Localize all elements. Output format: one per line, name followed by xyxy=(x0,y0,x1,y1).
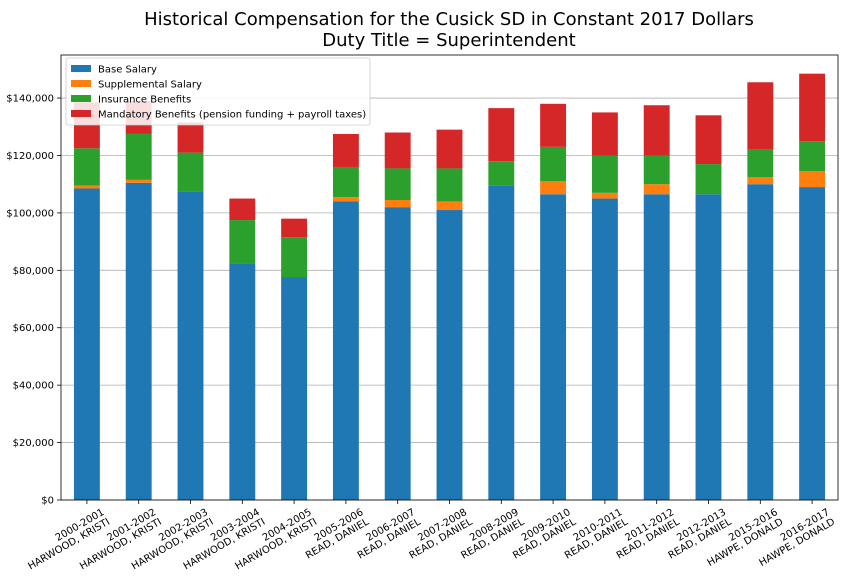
legend-label: Mandatory Benefits (pension funding + pa… xyxy=(98,110,366,121)
bar-segment xyxy=(591,112,618,156)
y-tick-label: $40,000 xyxy=(13,381,54,392)
bar-segment xyxy=(384,207,411,500)
y-axis: $0 $20,000 $40,000 $60,000 $80,000 $100,000 $1… xyxy=(6,94,61,507)
bar-segment xyxy=(540,146,567,182)
bar-segment xyxy=(747,149,774,178)
y-tick-label: $100,000 xyxy=(6,208,54,219)
bar-segment xyxy=(73,188,100,500)
bar-segment xyxy=(125,182,152,501)
bar-segment xyxy=(643,155,670,185)
bar-segment xyxy=(591,198,618,500)
bar-segment xyxy=(384,132,411,169)
bar-segment xyxy=(436,129,463,169)
bar-segment xyxy=(177,191,204,500)
bar-segment xyxy=(488,185,515,500)
legend-swatch xyxy=(71,95,91,102)
bar-segment xyxy=(332,166,359,198)
bar-segment xyxy=(799,171,826,188)
bar-segment xyxy=(591,192,618,199)
legend-swatch xyxy=(71,65,91,72)
bar-segment xyxy=(643,105,670,156)
legend-label: Insurance Benefits xyxy=(98,95,191,106)
bar-segment xyxy=(747,82,774,150)
bar-segment xyxy=(695,164,722,195)
bar-segment xyxy=(695,115,722,165)
bar-segment xyxy=(747,177,774,185)
bar-segment xyxy=(643,184,670,195)
legend-label: Supplemental Salary xyxy=(98,80,202,91)
legend-swatch xyxy=(71,80,91,87)
bar-segment xyxy=(281,237,308,278)
bar-segment xyxy=(384,168,411,200)
bar-segment xyxy=(799,187,826,500)
bar-segment xyxy=(281,218,308,238)
bar-segment xyxy=(436,168,463,202)
bar-segment xyxy=(177,152,204,192)
y-tick-label: $20,000 xyxy=(13,438,54,449)
bar-segment xyxy=(177,122,204,153)
bar-segment xyxy=(125,179,152,183)
bar-segment xyxy=(488,108,515,162)
legend-box xyxy=(65,57,371,126)
bar-segment xyxy=(799,141,826,172)
legend: Base Salary Supplemental Salary Insurance … xyxy=(65,57,371,126)
y-tick-label: $60,000 xyxy=(13,323,54,334)
y-tick-label: $80,000 xyxy=(13,266,54,277)
y-tick-label: $120,000 xyxy=(6,151,54,162)
bar-segment xyxy=(332,197,359,202)
bar-segment xyxy=(229,198,256,221)
bar-segment xyxy=(332,201,359,500)
bar-segment xyxy=(73,185,100,189)
chart-subtitle: Duty Title = Superintendent xyxy=(322,30,575,51)
bar-segment xyxy=(229,220,256,264)
bar-segment xyxy=(488,161,515,186)
bar-segment xyxy=(281,277,308,500)
bars xyxy=(73,73,826,501)
bar-segment xyxy=(384,199,411,208)
bar-segment xyxy=(332,133,359,167)
bar-segment xyxy=(591,155,618,193)
bar-segment xyxy=(436,210,463,500)
bar-segment xyxy=(73,148,100,186)
bar-segment xyxy=(229,263,256,500)
bar-segment xyxy=(799,73,826,142)
y-tick-label: $0 xyxy=(41,496,54,507)
bar-segment xyxy=(695,194,722,500)
bar-segment xyxy=(540,194,567,500)
legend-label: Base Salary xyxy=(98,65,157,76)
bar-segment xyxy=(540,181,567,195)
bar-segment xyxy=(747,184,774,500)
chart-title: Historical Compensation for the Cusick S… xyxy=(144,9,754,30)
bar-segment xyxy=(125,133,152,180)
bar-segment xyxy=(436,201,463,211)
legend-swatch xyxy=(71,110,91,117)
y-tick-label: $140,000 xyxy=(6,94,54,105)
bar-segment xyxy=(643,194,670,500)
bar-segment xyxy=(540,103,567,147)
